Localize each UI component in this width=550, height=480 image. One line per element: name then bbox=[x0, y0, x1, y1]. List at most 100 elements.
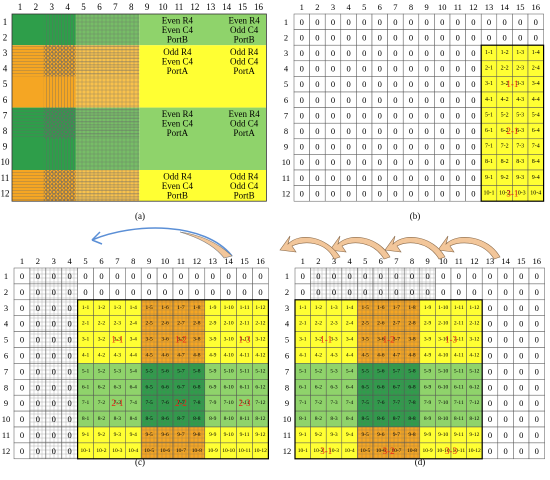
row-number: 3 bbox=[284, 48, 288, 58]
cell-value: 2-1 bbox=[299, 321, 307, 327]
cell-value: 0 bbox=[440, 188, 444, 198]
cell-value: 2-11 bbox=[454, 321, 464, 327]
cell-value: 0 bbox=[131, 271, 135, 281]
cell-hatch bbox=[404, 411, 420, 427]
cell-value: 3-2 bbox=[98, 337, 106, 343]
cell-value: 4-1 bbox=[485, 97, 493, 103]
cell-hatch bbox=[357, 442, 373, 459]
cell-value: 0 bbox=[346, 157, 350, 167]
cell-hatch bbox=[341, 268, 358, 284]
cell-value: 0 bbox=[20, 335, 24, 345]
cell-value: 0 bbox=[440, 64, 444, 74]
cell-value: 1-5 bbox=[145, 305, 153, 311]
cell-value: 0 bbox=[331, 126, 335, 136]
cell-value: 7-4 bbox=[130, 400, 138, 406]
cell-value: 9-9 bbox=[209, 432, 217, 438]
cell-value: 0 bbox=[179, 271, 183, 281]
cell-value: 0 bbox=[502, 17, 506, 27]
cell-value: 2-1 bbox=[82, 321, 90, 327]
col-number: 5 bbox=[362, 2, 366, 12]
cell-value: 4-6 bbox=[161, 352, 169, 358]
cell-value: 5-11 bbox=[454, 368, 464, 374]
cell-value: 0 bbox=[456, 157, 460, 167]
cell-value: 10-6 bbox=[376, 448, 386, 454]
cell-value: 2-8 bbox=[408, 321, 416, 327]
row-number: 10 bbox=[283, 414, 292, 424]
cell-hatch bbox=[357, 363, 373, 380]
cell-value: 0 bbox=[362, 64, 366, 74]
cell-value: 0 bbox=[471, 79, 475, 89]
cell-hatch bbox=[61, 442, 78, 459]
cell-hatch bbox=[141, 347, 158, 364]
cell-hatch bbox=[404, 299, 420, 316]
col-number: 9 bbox=[145, 2, 150, 12]
cell-hatch bbox=[357, 315, 373, 332]
cell-value: 0 bbox=[393, 32, 397, 42]
cell-value: 0 bbox=[315, 173, 319, 183]
row-number: 7 bbox=[3, 110, 8, 120]
cell-value: 0 bbox=[519, 366, 523, 376]
cell-value: 3-2 bbox=[501, 81, 509, 87]
cell-value: 0 bbox=[503, 430, 507, 440]
cell-hatch bbox=[188, 411, 205, 427]
cell-value: 0 bbox=[471, 32, 475, 42]
cell-hatch bbox=[29, 331, 46, 348]
cell-value: 0 bbox=[20, 271, 24, 281]
cell-value: 0 bbox=[315, 110, 319, 120]
cell-value: 5-6 bbox=[377, 368, 385, 374]
cell-value: 2-4 bbox=[346, 321, 354, 327]
quadrant-label: Even C4 bbox=[162, 181, 194, 191]
cell-value: 0 bbox=[378, 79, 382, 89]
cell-hatch bbox=[141, 331, 158, 348]
row-number: 8 bbox=[285, 382, 289, 392]
cell-value: 6-1 bbox=[82, 384, 90, 390]
row-number: 6 bbox=[3, 95, 8, 105]
cell-value: 2-3 bbox=[114, 321, 122, 327]
panel-label-c: (c) bbox=[135, 457, 145, 467]
col-number: 1 bbox=[20, 256, 24, 266]
cell-value: 2-2 bbox=[501, 66, 509, 72]
row-number: 6 bbox=[284, 95, 288, 105]
cell-value: 0 bbox=[362, 157, 366, 167]
cell-value: 1-12 bbox=[469, 305, 479, 311]
cell-value: 8-7 bbox=[393, 416, 401, 422]
cell-value: 7-3 bbox=[330, 400, 338, 406]
cell-value: 10-1 bbox=[81, 448, 91, 454]
cell-value: 1-4 bbox=[130, 305, 138, 311]
cell-hatch bbox=[373, 411, 389, 427]
cell-value: 4-5 bbox=[362, 352, 370, 358]
cell-value: 0 bbox=[362, 126, 366, 136]
col-number: 2 bbox=[36, 256, 40, 266]
cell-value: 10-10 bbox=[222, 448, 235, 454]
cell-value: 9-1 bbox=[485, 175, 493, 181]
quadrant-label: PortA bbox=[233, 128, 255, 138]
cell-value: 0 bbox=[20, 414, 24, 424]
cell-value: 7-8 bbox=[408, 400, 416, 406]
row-number: 10 bbox=[282, 157, 291, 167]
cell-value: 0 bbox=[393, 157, 397, 167]
cell-value: 6-5 bbox=[145, 384, 153, 390]
cell-value: 8-8 bbox=[408, 416, 416, 422]
cell-value: 6-12 bbox=[255, 384, 265, 390]
row-number: 11 bbox=[1, 173, 10, 183]
cell-value: 0 bbox=[378, 126, 382, 136]
cell-value: 1-8 bbox=[408, 305, 416, 311]
cell-value: 3-9 bbox=[209, 337, 217, 343]
cell-value: 0 bbox=[535, 382, 539, 392]
cell-hatch bbox=[404, 283, 420, 300]
cell-value: 7-1 bbox=[82, 400, 90, 406]
col-number: 14 bbox=[501, 256, 510, 266]
cell-hatch bbox=[388, 283, 405, 300]
cell-value: 9-9 bbox=[424, 432, 432, 438]
cell-value: 7-7 bbox=[393, 400, 401, 406]
cell-value: 5-5 bbox=[145, 368, 153, 374]
cell-hatch bbox=[388, 395, 405, 412]
cell-value: 8-4 bbox=[130, 416, 138, 422]
cell-hatch bbox=[173, 395, 189, 412]
cell-value: 4-11 bbox=[240, 352, 250, 358]
cell-value: 1-8 bbox=[193, 305, 201, 311]
cell-hatch bbox=[29, 315, 46, 332]
cell-value: 0 bbox=[346, 110, 350, 120]
cell-value: 9-8 bbox=[408, 432, 416, 438]
cell-hatch bbox=[373, 363, 389, 380]
